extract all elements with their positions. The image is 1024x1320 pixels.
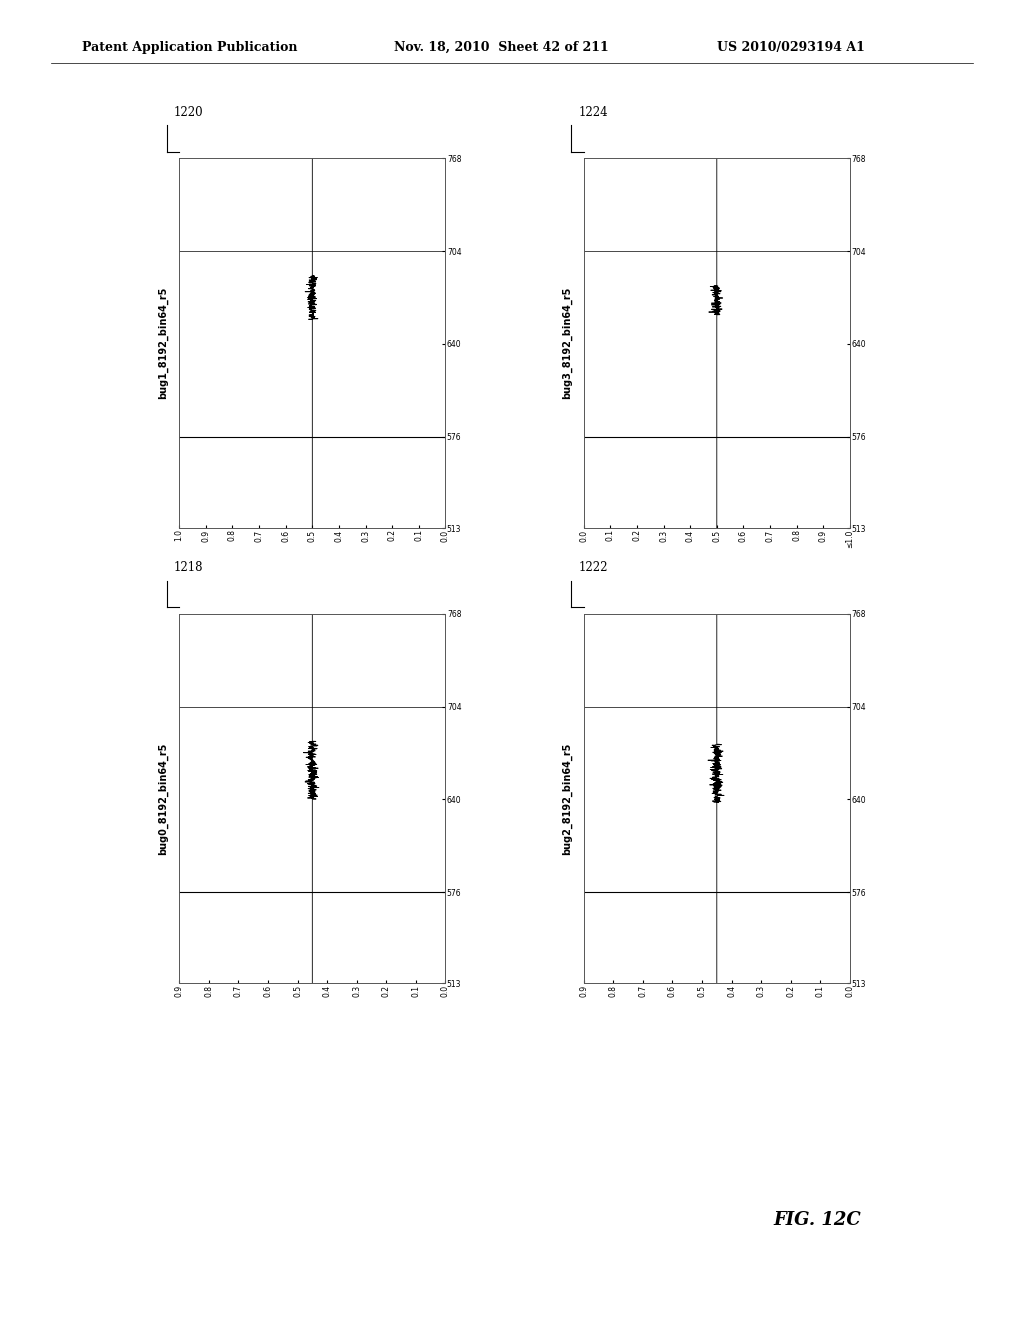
Y-axis label: bug3_8192_bin64_r5: bug3_8192_bin64_r5 bbox=[562, 286, 572, 400]
Text: 1218: 1218 bbox=[174, 561, 204, 574]
Y-axis label: bug2_8192_bin64_r5: bug2_8192_bin64_r5 bbox=[562, 742, 572, 855]
Text: FIG. 12C: FIG. 12C bbox=[773, 1210, 861, 1229]
Text: 1222: 1222 bbox=[579, 561, 608, 574]
Y-axis label: bug0_8192_bin64_r5: bug0_8192_bin64_r5 bbox=[158, 742, 168, 855]
Text: Patent Application Publication: Patent Application Publication bbox=[82, 41, 297, 54]
Text: US 2010/0293194 A1: US 2010/0293194 A1 bbox=[717, 41, 864, 54]
Text: 1220: 1220 bbox=[174, 106, 204, 119]
Text: Nov. 18, 2010  Sheet 42 of 211: Nov. 18, 2010 Sheet 42 of 211 bbox=[394, 41, 609, 54]
Y-axis label: bug1_8192_bin64_r5: bug1_8192_bin64_r5 bbox=[158, 286, 168, 400]
Text: 1224: 1224 bbox=[579, 106, 608, 119]
